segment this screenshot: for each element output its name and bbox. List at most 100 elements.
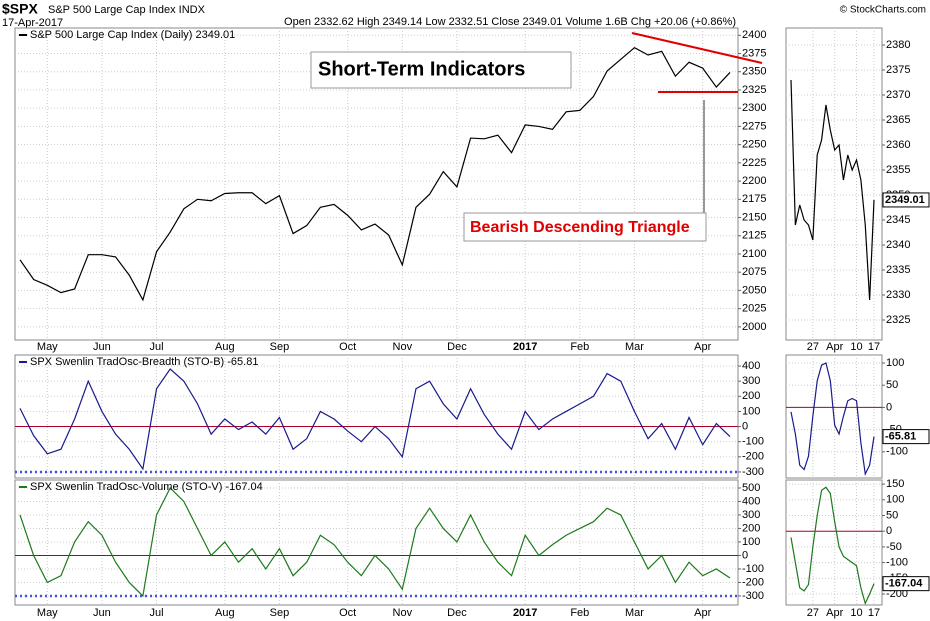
instrument-name: S&P 500 Large Cap Index INDX bbox=[48, 4, 206, 16]
annotation-box bbox=[463, 212, 707, 242]
y-tick-label: 2100 bbox=[742, 248, 766, 260]
x-tick-label: Apr bbox=[694, 607, 711, 619]
y-tick-label: 2150 bbox=[742, 211, 766, 223]
x-tick-label: 2017 bbox=[513, 607, 537, 619]
last-value-label: -167.04 bbox=[885, 578, 923, 590]
date: 17-Apr-2017 bbox=[2, 17, 63, 29]
y-tick-label: 0 bbox=[742, 549, 748, 561]
legend-label: SPX Swenlin TradOsc-Volume (STO-V) -167.… bbox=[30, 481, 263, 493]
price-line bbox=[790, 486, 875, 606]
x-tick-label: Sep bbox=[270, 607, 290, 619]
price-line bbox=[790, 362, 875, 477]
x-tick-label: Apr bbox=[826, 341, 843, 353]
y-tick-label: 2335 bbox=[886, 264, 910, 276]
x-tick-label: Oct bbox=[339, 341, 356, 353]
annotation-box bbox=[310, 51, 572, 89]
x-tick-label: Dec bbox=[447, 341, 467, 353]
annotation-title: Short-Term Indicators bbox=[318, 58, 525, 80]
panel-frame bbox=[785, 27, 883, 341]
y-tick-label: 2125 bbox=[742, 230, 766, 242]
y-tick-label: 2370 bbox=[886, 89, 910, 101]
last-value-label: -65.81 bbox=[885, 431, 916, 443]
x-tick-label: Feb bbox=[570, 607, 589, 619]
x-tick-label: Jul bbox=[150, 341, 164, 353]
legend-label: S&P 500 Large Cap Index (Daily) 2349.01 bbox=[30, 29, 235, 41]
x-tick-label: Mar bbox=[625, 341, 644, 353]
x-tick-label: 27 bbox=[807, 341, 819, 353]
x-tick-label: 17 bbox=[868, 607, 880, 619]
x-tick-label: Nov bbox=[393, 607, 413, 619]
y-tick-label: 2175 bbox=[742, 193, 766, 205]
x-tick-label: Jun bbox=[93, 341, 111, 353]
price-line bbox=[19, 46, 731, 302]
y-tick-label: 2025 bbox=[742, 303, 766, 315]
x-tick-label: Jun bbox=[93, 607, 111, 619]
last-value-box bbox=[882, 576, 930, 592]
y-tick-label: -200 bbox=[742, 576, 764, 588]
y-tick-label: 2380 bbox=[886, 39, 910, 51]
x-tick-label: Apr bbox=[826, 607, 843, 619]
y-tick-label: 100 bbox=[742, 536, 760, 548]
y-tick-label: -100 bbox=[742, 563, 764, 575]
x-tick-label: 2017 bbox=[513, 341, 537, 353]
y-tick-label: 50 bbox=[886, 379, 898, 391]
trend-line bbox=[631, 32, 763, 64]
y-tick-label: 150 bbox=[886, 478, 904, 490]
last-value-box bbox=[882, 429, 930, 445]
y-tick-label: 0 bbox=[886, 525, 892, 537]
y-tick-label: -100 bbox=[886, 446, 908, 458]
x-tick-label: Dec bbox=[447, 607, 467, 619]
annotation-text: Bearish Descending Triangle bbox=[470, 219, 690, 236]
x-tick-label: Mar bbox=[625, 607, 644, 619]
y-tick-label: 50 bbox=[886, 509, 898, 521]
x-tick-label: Nov bbox=[393, 341, 413, 353]
x-tick-label: Feb bbox=[570, 341, 589, 353]
y-tick-label: 2075 bbox=[742, 266, 766, 278]
x-tick-label: Aug bbox=[215, 607, 235, 619]
x-tick-label: Apr bbox=[694, 341, 711, 353]
panel-frame bbox=[14, 479, 739, 606]
y-tick-label: 0 bbox=[742, 420, 748, 432]
credit: © StockCharts.com bbox=[840, 5, 926, 16]
y-tick-label: 100 bbox=[886, 357, 904, 369]
y-tick-label: -300 bbox=[742, 590, 764, 602]
y-tick-label: 2000 bbox=[742, 321, 766, 333]
y-tick-label: 200 bbox=[742, 522, 760, 534]
y-tick-label: 2375 bbox=[886, 64, 910, 76]
price-line bbox=[19, 368, 731, 471]
x-tick-label: 17 bbox=[868, 341, 880, 353]
y-tick-label: 200 bbox=[742, 390, 760, 402]
y-tick-label: 100 bbox=[886, 494, 904, 506]
y-tick-label: 2200 bbox=[742, 175, 766, 187]
y-tick-label: -100 bbox=[886, 557, 908, 569]
x-tick-label: May bbox=[37, 341, 58, 353]
x-tick-label: Sep bbox=[270, 341, 290, 353]
x-tick-label: 27 bbox=[807, 607, 819, 619]
y-tick-label: -100 bbox=[742, 436, 764, 448]
y-tick-label: 2345 bbox=[886, 214, 910, 226]
y-tick-label: 2350 bbox=[742, 66, 766, 78]
last-value-box bbox=[882, 192, 930, 208]
symbol: $SPX bbox=[2, 1, 38, 17]
y-tick-label: -300 bbox=[742, 466, 764, 478]
y-tick-label: 2225 bbox=[742, 157, 766, 169]
y-tick-label: 300 bbox=[742, 509, 760, 521]
price-line bbox=[790, 79, 875, 301]
y-tick-label: 2325 bbox=[886, 314, 910, 326]
y-tick-label: 500 bbox=[742, 482, 760, 494]
y-tick-label: 2275 bbox=[742, 120, 766, 132]
y-tick-label: 2375 bbox=[742, 47, 766, 59]
y-tick-label: 300 bbox=[742, 375, 760, 387]
y-tick-label: 2360 bbox=[886, 139, 910, 151]
y-tick-label: 2355 bbox=[886, 164, 910, 176]
legend-label: SPX Swenlin TradOsc-Breadth (STO-B) -65.… bbox=[30, 356, 258, 368]
panel-frame bbox=[785, 479, 883, 606]
y-tick-label: 2325 bbox=[742, 84, 766, 96]
x-tick-label: Aug bbox=[215, 341, 235, 353]
y-tick-label: 100 bbox=[742, 405, 760, 417]
x-tick-label: Oct bbox=[339, 607, 356, 619]
last-value-label: 2349.01 bbox=[885, 194, 925, 206]
x-tick-label: Jul bbox=[150, 607, 164, 619]
y-tick-label: 0 bbox=[886, 401, 892, 413]
